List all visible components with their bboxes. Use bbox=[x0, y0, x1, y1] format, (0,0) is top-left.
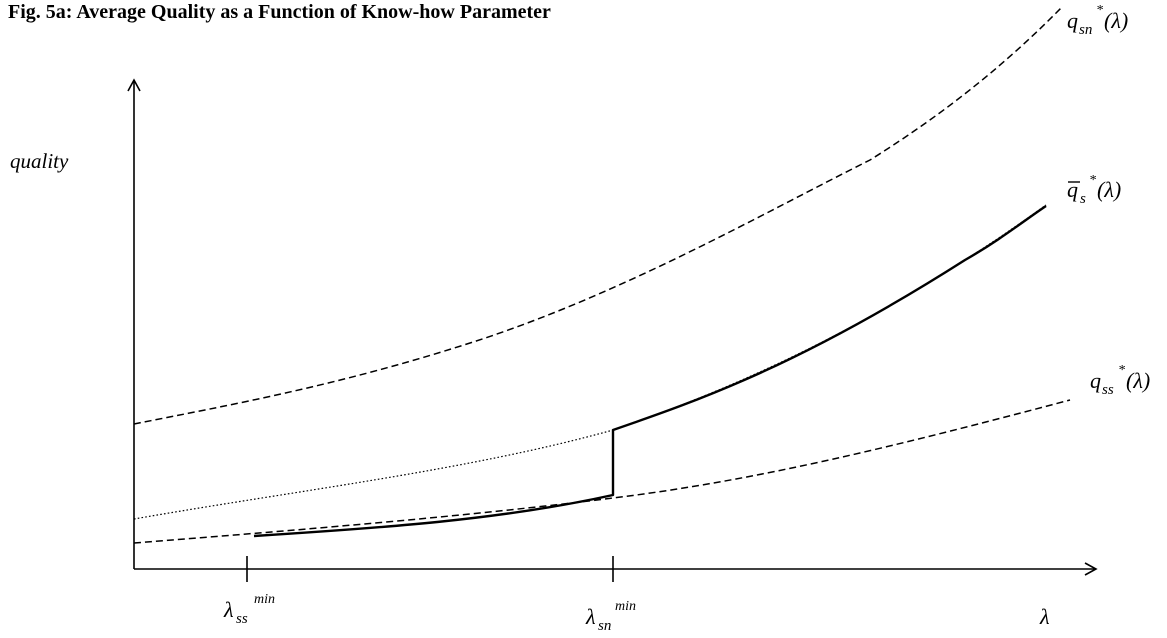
tick-label-ss-min: λ ss min bbox=[223, 592, 275, 627]
label-q-sn: q sn * (λ) bbox=[1067, 3, 1128, 38]
svg-text:q: q bbox=[1067, 8, 1078, 33]
svg-text:(λ): (λ) bbox=[1104, 8, 1128, 33]
svg-text:(λ): (λ) bbox=[1126, 368, 1150, 393]
curve-q-sn bbox=[133, 5, 1064, 425]
svg-text:ss: ss bbox=[1102, 382, 1114, 398]
tick-label-sn-min: λ sn min bbox=[585, 599, 636, 634]
curve-dotted bbox=[133, 204, 1047, 520]
svg-text:ss: ss bbox=[236, 611, 248, 627]
svg-text:*: * bbox=[1118, 363, 1125, 378]
svg-text:*: * bbox=[1089, 173, 1096, 188]
curve-q-bar-s bbox=[253, 205, 1047, 538]
svg-text:sn: sn bbox=[598, 618, 611, 634]
svg-text:q: q bbox=[1067, 177, 1078, 202]
svg-text:min: min bbox=[254, 592, 275, 607]
x-axis-label: λ bbox=[1039, 604, 1050, 629]
label-q-ss: q ss * (λ) bbox=[1090, 363, 1150, 398]
svg-text:λ: λ bbox=[223, 597, 234, 622]
svg-text:λ: λ bbox=[585, 604, 596, 629]
svg-text:sn: sn bbox=[1079, 22, 1092, 38]
label-q-bar-s: q s * (λ) bbox=[1067, 173, 1121, 207]
y-axis-label: quality bbox=[10, 149, 69, 173]
svg-text:(λ): (λ) bbox=[1097, 177, 1121, 202]
figure-title: Fig. 5a: Average Quality as a Function o… bbox=[8, 1, 551, 23]
curve-q-ss bbox=[133, 399, 1071, 544]
svg-text:min: min bbox=[615, 599, 636, 614]
svg-text:s: s bbox=[1080, 191, 1086, 207]
svg-text:*: * bbox=[1096, 3, 1103, 18]
svg-text:q: q bbox=[1090, 368, 1101, 393]
